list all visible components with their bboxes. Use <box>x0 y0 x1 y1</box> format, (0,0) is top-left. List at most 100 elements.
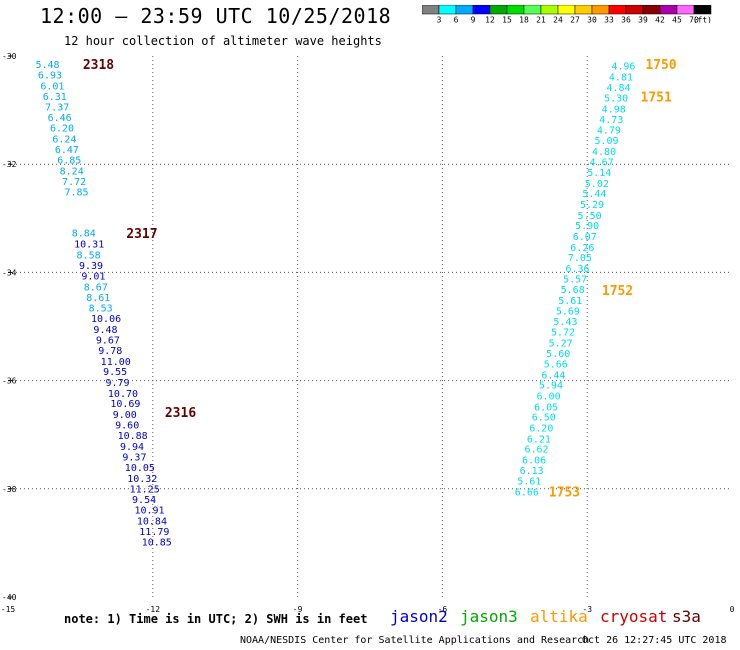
colorbar-unit: (ft) <box>693 16 712 24</box>
colorbar-label: 70 <box>689 16 699 24</box>
swh-label: 10.84 <box>137 517 167 528</box>
swh-label: 10.88 <box>118 431 148 442</box>
colorbar-swatch <box>693 5 712 15</box>
swh-label: 8.58 <box>77 250 101 261</box>
y-tick-label: -36 <box>2 377 17 386</box>
x-tick-label: -6 <box>438 605 448 614</box>
swh-label: 8.53 <box>89 303 113 314</box>
swh-label: 5.90 <box>575 221 599 232</box>
swh-label: 5.43 <box>553 317 577 328</box>
y-tick-label: -32 <box>2 160 17 169</box>
swh-label: 9.37 <box>122 453 146 464</box>
swh-label: 6.47 <box>55 145 79 156</box>
swh-label: 8.24 <box>60 166 84 177</box>
swh-label: 6.85 <box>57 156 81 167</box>
swh-label: 6.20 <box>529 423 553 434</box>
legend-jason2: jason2 <box>390 607 448 626</box>
swh-label: 6.06 <box>522 455 546 466</box>
track-altika: 4.964.814.845.304.984.734.795.094.804.67… <box>515 58 677 500</box>
colorbar-label: 36 <box>621 16 631 24</box>
swh-label: 5.30 <box>604 93 628 104</box>
swh-label: 5.68 <box>561 285 585 296</box>
swh-label: 6.13 <box>520 466 544 477</box>
swh-label: 9.79 <box>105 378 129 389</box>
colorbar-label: 45 <box>672 16 682 24</box>
swh-label: 5.02 <box>585 179 609 190</box>
swh-label: 6.00 <box>537 392 561 403</box>
swh-label: 6.62 <box>524 445 548 456</box>
swh-label: 9.78 <box>98 346 122 357</box>
swh-label: 5.60 <box>546 349 570 360</box>
swh-label: 6.07 <box>573 232 597 243</box>
colorbar-label: 18 <box>519 16 529 24</box>
swh-label: 9.39 <box>79 261 103 272</box>
swh-label: 6.93 <box>38 71 62 82</box>
colorbar-label: 15 <box>502 16 512 24</box>
colorbar-label: 9 <box>471 16 476 24</box>
colorbar-label: 39 <box>638 16 648 24</box>
swh-label: 10.85 <box>142 538 172 549</box>
x-tick-label: 0 <box>730 605 735 614</box>
legend-s3a: s3a <box>672 607 701 626</box>
swh-label: 4.81 <box>609 72 633 83</box>
swh-label: 4.84 <box>607 83 631 94</box>
swh-label: 10.31 <box>74 240 104 251</box>
swh-label: 6.66 <box>515 487 539 498</box>
swh-label: 8.84 <box>72 229 96 240</box>
time-label: 2316 <box>165 406 196 421</box>
swh-label: 7.05 <box>568 253 592 264</box>
swh-label: 10.32 <box>127 474 157 485</box>
swh-label: 5.61 <box>558 296 582 307</box>
chart-title: 12:00 — 23:59 UTC 10/25/2018 <box>40 4 392 28</box>
swh-label: 6.20 <box>50 124 74 135</box>
colorbar-label: 33 <box>604 16 614 24</box>
y-tick-label: -34 <box>2 268 17 277</box>
swh-label: 6.24 <box>52 135 76 146</box>
swh-label: 5.44 <box>582 189 606 200</box>
swh-label: 9.01 <box>81 271 105 282</box>
time-label: 1750 <box>645 58 676 73</box>
time-label: 1753 <box>549 485 580 500</box>
legend-cryosat: cryosat <box>600 607 668 626</box>
swh-label: 5.94 <box>539 381 563 392</box>
swh-label: 5.57 <box>563 275 587 286</box>
swh-label: 6.21 <box>527 434 551 445</box>
swh-label: 10.70 <box>108 389 138 400</box>
footer-timestamp: Oct 26 12:27:45 UTC 2018 <box>582 635 727 646</box>
time-label: 1751 <box>641 90 672 105</box>
time-label: 1752 <box>602 284 633 299</box>
swh-label: 9.55 <box>103 367 127 378</box>
swh-label: 7.37 <box>45 103 69 114</box>
swh-label: 8.61 <box>86 293 110 304</box>
swh-label: 5.27 <box>549 339 573 350</box>
chart-subtitle: 12 hour collection of altimeter wave hei… <box>64 34 382 48</box>
swh-label: 8.67 <box>84 282 108 293</box>
colorbar-label: 27 <box>570 16 580 24</box>
swh-label: 11.00 <box>101 357 131 368</box>
y-tick-label: -30 <box>2 52 17 61</box>
swh-label: 10.05 <box>125 463 155 474</box>
swh-label: 4.98 <box>602 104 626 115</box>
footer-note: note: 1) Time is in UTC; 2) SWH is in fe… <box>64 612 368 626</box>
swh-label: 7.72 <box>62 177 86 188</box>
x-tick-label: -9 <box>293 605 303 614</box>
swh-label: 6.46 <box>48 113 72 124</box>
swh-label: 5.50 <box>578 211 602 222</box>
swh-label: 5.61 <box>517 476 541 487</box>
colorbar-label: 30 <box>587 16 597 24</box>
swh-label: 9.67 <box>96 335 120 346</box>
swh-label: 5.69 <box>556 307 580 318</box>
swh-label: 5.14 <box>587 168 611 179</box>
colorbar-label: 12 <box>485 16 495 24</box>
swh-label: 10.69 <box>110 399 140 410</box>
swh-label: 9.00 <box>113 410 137 421</box>
swh-label: 6.05 <box>534 402 558 413</box>
track-s3a: 5.486.936.016.317.376.466.206.246.476.85… <box>36 58 197 549</box>
swh-label: 5.29 <box>580 200 604 211</box>
legend-altika: altika <box>530 607 588 626</box>
swh-label: 10.91 <box>134 506 164 517</box>
swh-label: 5.72 <box>551 328 575 339</box>
colorbar-label: 24 <box>553 16 563 24</box>
swh-label: 6.31 <box>43 92 67 103</box>
